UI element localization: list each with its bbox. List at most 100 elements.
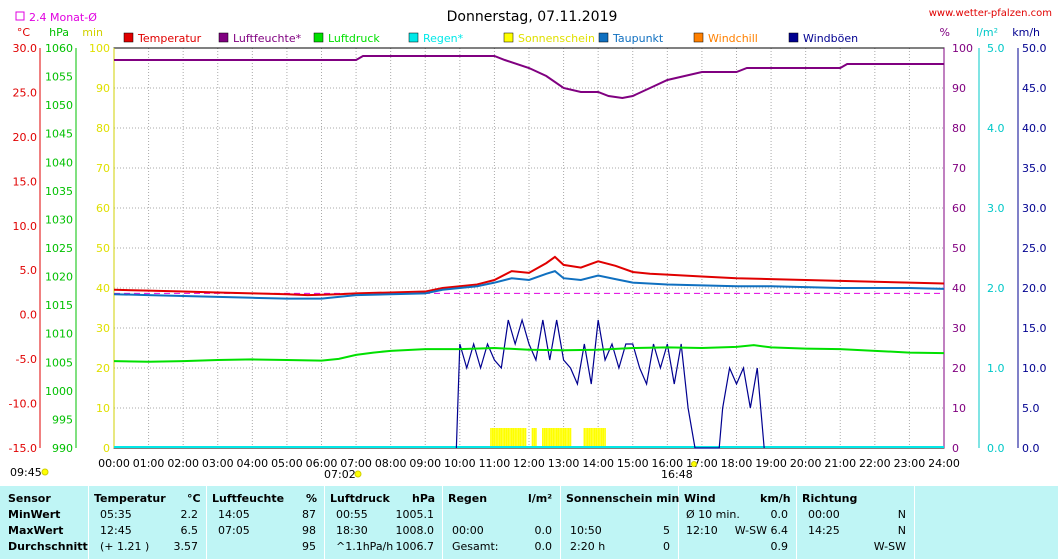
x-tick-24: 24:00 [928, 457, 960, 470]
sunrise-label: 07:02 [324, 468, 356, 481]
legend-label-5: Taupunkt [612, 32, 664, 45]
header-temperature-unit: °C [187, 492, 201, 505]
row-maxwert-d-val: N [897, 524, 906, 537]
chart-axes: 30.0 25.0 20.0 15.0 10.0 5.0 0.0 -5.0 -10.0 -15.0… [9, 42, 1047, 455]
weather-chart: Donnerstag, 07.11.2019 www.wetter-pfalze… [9, 8, 1052, 481]
rain-axis-tick-3: 2.0 [987, 282, 1005, 295]
series-taupunkt [113, 269, 945, 300]
series-temperatur [113, 255, 945, 297]
x-tick-8: 08:00 [375, 457, 407, 470]
x-tick-18: 18:00 [721, 457, 753, 470]
pressure-axis-tick-6: 1030 [45, 213, 73, 226]
pressure-axis-tick-5: 1035 [45, 185, 73, 198]
wind-axis-tick-9: 5.0 [1022, 402, 1040, 415]
series-luftdruck [113, 344, 945, 363]
row-durchschnitt-w-val: 0.9 [770, 540, 789, 553]
x-tick-0: 00:00 [98, 457, 130, 470]
site-link[interactable]: www.wetter-pfalzen.com [929, 8, 1052, 19]
header-humidity-unit: % [306, 492, 318, 505]
minutes-axis-tick-3: 70 [96, 162, 110, 175]
temp-axis-tick-0: 30.0 [13, 42, 38, 55]
row-maxwert-h-time: 07:05 [218, 524, 250, 537]
row-maxwert-w-val: W-SW 6.4 [734, 524, 788, 537]
x-tick-4: 04:00 [236, 457, 268, 470]
legend-label-1: Luftfeuchte* [233, 32, 302, 45]
row-minwert-p-val: 1005.1 [395, 508, 435, 521]
row-minwert-d-val: N [897, 508, 906, 521]
rain-axis-tick-5: 0.0 [987, 442, 1005, 455]
x-axis: 00:00 01:00 02:00 03:00 04:00 05:00 06:00 07:00… [98, 457, 960, 470]
row-durchschnitt-h-val: 95 [302, 540, 316, 553]
pressure-axis-tick-7: 1025 [45, 242, 73, 255]
pressure-axis-tick-13: 995 [52, 413, 73, 426]
x-tick-10: 10:00 [444, 457, 476, 470]
row-minwert-h-val: 87 [302, 508, 316, 521]
row-durchschnitt-p-time: ^1.1hPa/h [336, 540, 394, 553]
chart-legend: Temperatur Luftfeuchte* Luftdruck Regen* Son… [123, 32, 858, 45]
x-tick-3: 03:00 [202, 457, 234, 470]
x-tick-11: 11:00 [479, 457, 511, 470]
x-tick-5: 05:00 [271, 457, 303, 470]
row-maxwert-w-time: 12:10 [686, 524, 718, 537]
row-maxwert-label: MaxWert [8, 524, 64, 537]
temp-axis-tick-3: 15.0 [13, 175, 38, 188]
temp-axis-tick-1: 25.0 [13, 86, 38, 99]
wind-axis-tick-7: 15.0 [1022, 322, 1047, 335]
row-maxwert-h-val: 98 [302, 524, 316, 537]
unit-celsius: °C [17, 26, 31, 39]
minutes-axis-tick-2: 80 [96, 122, 110, 135]
x-tick-1: 01:00 [133, 457, 165, 470]
header-sunshine: Sonnenschein min [566, 492, 680, 505]
x-tick-20: 20:00 [790, 457, 822, 470]
row-durchschnitt-r-time: Gesamt: [452, 540, 499, 553]
row-maxwert-p-time: 18:30 [336, 524, 368, 537]
wind-axis-tick-6: 20.0 [1022, 282, 1047, 295]
humidity-axis-tick-0: 100 [952, 42, 973, 55]
pressure-axis-tick-1: 1055 [45, 71, 73, 84]
wind-axis-tick-3: 35.0 [1022, 162, 1047, 175]
minutes-axis-tick-0: 100 [89, 42, 110, 55]
humidity-axis-tick-4: 60 [952, 202, 966, 215]
row-minwert-t-val: 2.2 [180, 508, 199, 521]
sunrise-icon [354, 470, 362, 478]
x-tick-21: 21:00 [824, 457, 856, 470]
row-maxwert-r-val: 0.0 [534, 524, 553, 537]
legend-label-3: Regen* [423, 32, 464, 45]
row-maxwert-p-val: 1008.0 [395, 524, 435, 537]
row-durchschnitt-label: Durchschnitt [8, 540, 88, 553]
legend-label-4: Sonnenschein [518, 32, 595, 45]
row-durchschnitt-t-val: 3.57 [173, 540, 199, 553]
unit-kmh: km/h [1012, 26, 1040, 39]
x-tick-9: 09:00 [409, 457, 441, 470]
minutes-axis-tick-5: 50 [96, 242, 110, 255]
row-minwert-d-time: 00:00 [808, 508, 840, 521]
header-rain-unit: l/m² [528, 492, 553, 505]
minutes-axis-tick-4: 60 [96, 202, 110, 215]
minutes-axis-tick-10: 0 [103, 442, 110, 455]
row-minwert-w-time: Ø 10 min. [686, 508, 740, 521]
daylength-label: 09:45 [10, 466, 42, 479]
wind-axis-tick-0: 50.0 [1022, 42, 1047, 55]
x-tick-7: 07:00 [340, 457, 372, 470]
unit-percent: % [940, 26, 950, 39]
x-tick-14: 14:00 [582, 457, 614, 470]
header-wind: Wind [684, 492, 716, 505]
legend-swatch-3 [408, 32, 419, 43]
x-tick-12: 12:00 [513, 457, 545, 470]
header-pressure: Luftdruck [330, 492, 390, 505]
header-direction: Richtung [802, 492, 858, 505]
x-tick-22: 22:00 [859, 457, 891, 470]
row-durchschnitt-p-val: 1006.7 [395, 540, 435, 553]
row-durchschnitt-t-time: (+ 1.21 ) [100, 540, 150, 553]
pressure-axis-tick-2: 1050 [45, 99, 73, 112]
header-sensor: Sensor [8, 492, 51, 505]
legend-label-6: Windchill [708, 32, 758, 45]
x-tick-15: 15:00 [617, 457, 649, 470]
legend-swatch-7 [788, 32, 799, 43]
header-wind-unit: km/h [760, 492, 791, 505]
rain-axis-tick-1: 4.0 [987, 122, 1005, 135]
x-tick-6: 06:00 [306, 457, 338, 470]
wind-axis-tick-2: 40.0 [1022, 122, 1047, 135]
chart-grid [113, 47, 945, 449]
row-minwert-p-time: 00:55 [336, 508, 368, 521]
